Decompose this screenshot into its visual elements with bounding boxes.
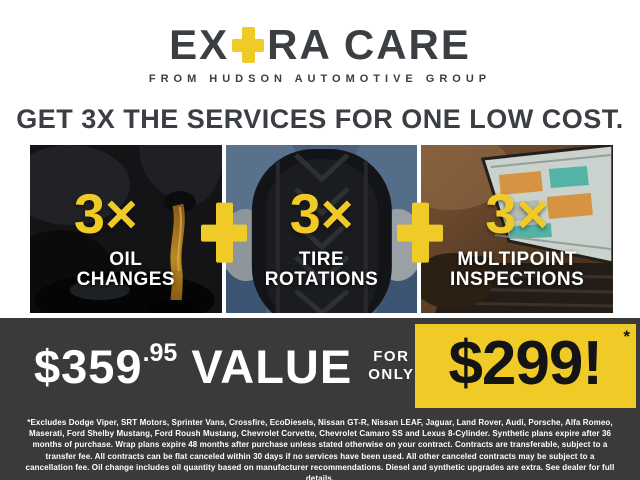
plus-separator-icon: [201, 202, 247, 263]
tire-label: TIRE ROTATIONS: [264, 248, 379, 291]
plus-separator-icon: [397, 202, 443, 263]
tire-hands-photo: [225, 145, 418, 313]
tire-rotations-panel: 3× TIRE ROTATIONS: [225, 145, 418, 313]
multipoint-multiplier: 3×: [485, 182, 550, 246]
value-price: $359.95 VALUE: [34, 338, 353, 393]
oil-changes-text: 3× OIL CHANGES: [30, 145, 222, 313]
offer-row: $359.95 VALUE FOR ONLY $299! *: [0, 322, 640, 410]
value-cents: .95: [142, 338, 178, 367]
sale-price-box: $299! *: [414, 324, 636, 408]
multipoint-inspections-panel: 3× MULTIPOINT INSPECTIONS: [421, 145, 614, 313]
service-strip: 3× OIL CHANGES: [30, 145, 614, 313]
laptop-inspection-photo: [421, 145, 614, 313]
multipoint-inspections-text: 3× MULTIPOINT INSPECTIONS: [421, 145, 613, 313]
oil-multiplier: 3×: [73, 182, 138, 246]
logo-tagline: FROM HUDSON AUTOMOTIVE GROUP: [148, 73, 492, 85]
oil-changes-panel: 3× OIL CHANGES: [30, 145, 222, 313]
logo-wordmark: EX RA CARE: [169, 24, 471, 66]
disclaimer-text: *Excludes Dodge Viper, SRT Motors, Sprin…: [25, 418, 615, 480]
logo: EX RA CARE FROM HUDSON AUTOMOTIVE GROUP: [0, 24, 640, 86]
oil-pour-photo: [30, 145, 222, 313]
value-label: VALUE: [191, 339, 353, 393]
multipoint-label: MULTIPOINT INSPECTIONS: [450, 248, 585, 291]
tire-rotations-text: 3× TIRE ROTATIONS: [226, 145, 418, 313]
price-asterisk: *: [623, 327, 630, 346]
logo-text-ex: EX: [169, 21, 230, 68]
offer-band: $359.95 VALUE FOR ONLY $299! * *Excludes…: [0, 318, 640, 480]
oil-label: OIL CHANGES: [76, 248, 176, 291]
for-only-label: FOR ONLY: [368, 348, 415, 383]
sale-price: $299!: [448, 329, 603, 398]
plus-icon: [232, 25, 265, 65]
headline: GET 3X THE SERVICES FOR ONE LOW COST.: [16, 104, 624, 134]
logo-text-ra-care: RA CARE: [267, 21, 471, 68]
tire-multiplier: 3×: [289, 182, 354, 246]
